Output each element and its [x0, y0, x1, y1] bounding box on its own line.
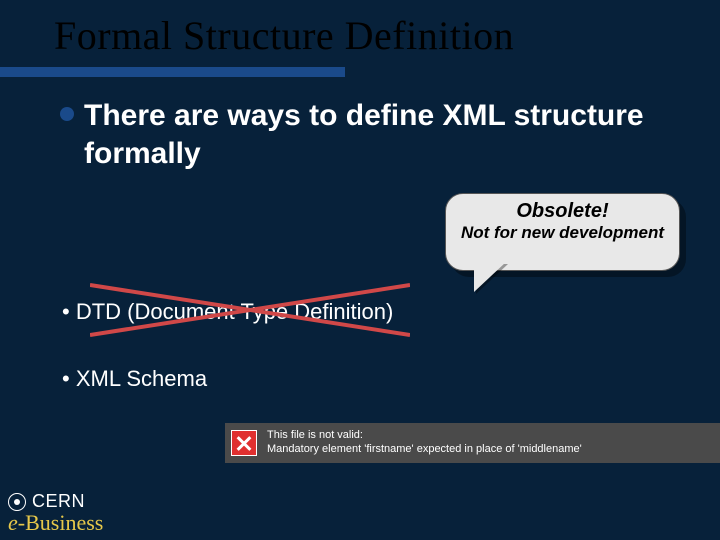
obsolete-callout: Obsolete! Not for new development: [445, 193, 680, 271]
brand-prefix: e: [8, 510, 18, 535]
callout-title: Obsolete!: [446, 200, 679, 223]
sub-bullet-text: • XML Schema: [62, 366, 207, 391]
error-icon: [231, 430, 257, 456]
slide-footer: CERN e-Business: [8, 491, 103, 536]
brand-rest: -Business: [18, 510, 104, 535]
cern-logo: CERN: [8, 491, 103, 512]
bullet-dot-icon: [60, 107, 74, 121]
validation-error-bar: This file is not valid: Mandatory elemen…: [225, 423, 720, 463]
error-text: This file is not valid: Mandatory elemen…: [267, 429, 582, 457]
main-bullet-text: There are ways to define XML structure f…: [84, 97, 680, 172]
main-bullet-row: There are ways to define XML structure f…: [0, 77, 720, 172]
cern-label: CERN: [32, 491, 85, 512]
error-line-2: Mandatory element 'firstname' expected i…: [267, 443, 582, 457]
sub-bullet-schema: • XML Schema: [62, 366, 207, 392]
error-line-1: This file is not valid:: [267, 429, 582, 443]
sub-bullet-dtd: • DTD (Document Type Definition): [62, 299, 393, 325]
callout-tail-icon: [474, 262, 506, 292]
sub-bullet-text: • DTD (Document Type Definition): [62, 299, 393, 324]
slide-title: Formal Structure Definition: [0, 0, 720, 67]
cern-ring-icon: [8, 493, 26, 511]
ebusiness-brand: e-Business: [8, 510, 103, 536]
title-rule: [0, 67, 345, 77]
callout-subtitle: Not for new development: [446, 223, 679, 243]
